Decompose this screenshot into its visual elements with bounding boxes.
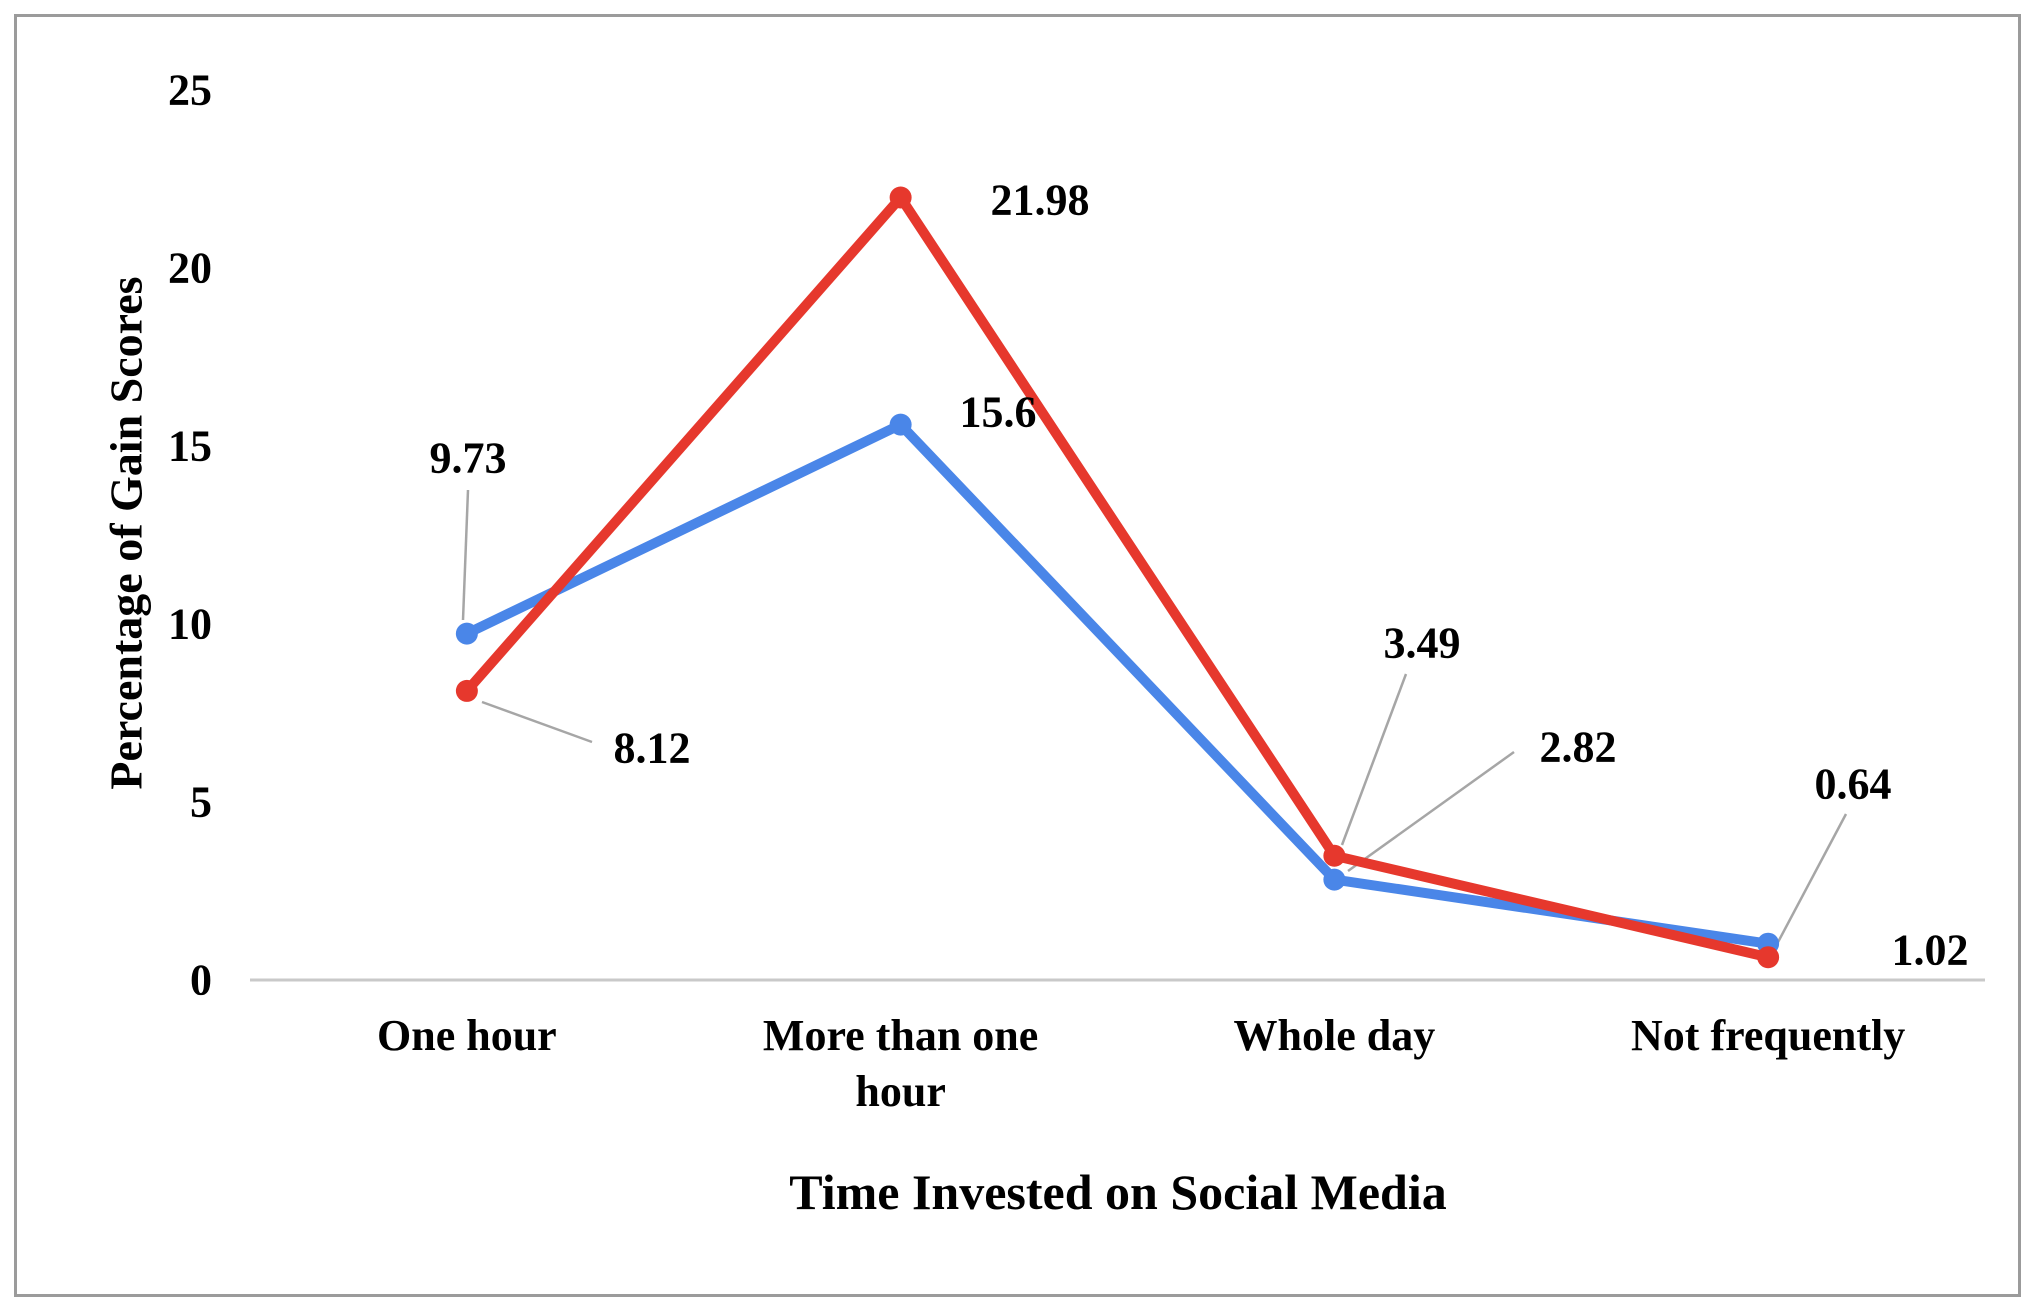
data-label: 21.98: [991, 176, 1090, 225]
data-label: 2.82: [1540, 723, 1617, 772]
data-label-leader-line: [481, 700, 593, 744]
x-axis-category-label: More than one hour: [763, 1011, 1038, 1116]
x-axis-category-label: One hour: [377, 1011, 557, 1060]
blue-series-point: [889, 413, 912, 436]
y-axis-tick-label: 25: [168, 66, 212, 115]
x-axis-category-label: Whole day: [1234, 1011, 1436, 1060]
data-label: 3.49: [1384, 619, 1461, 668]
red-series-point: [1757, 946, 1780, 969]
red-series-line: [461, 192, 1774, 963]
red-series-point: [1323, 844, 1346, 867]
y-axis-tick-label: 15: [168, 422, 212, 471]
y-axis-tick-label: 5: [190, 778, 212, 827]
x-axis-title: Time Invested on Social Media: [789, 1164, 1447, 1220]
red-series-point: [889, 186, 912, 209]
chart-frame-border: [14, 14, 2021, 1297]
y-axis-tick-label: 0: [190, 956, 212, 1005]
y-axis-title: Percentage of Gain Scores: [100, 276, 152, 790]
data-label: 8.12: [614, 724, 691, 773]
data-label-leader-line: [461, 489, 470, 621]
y-axis-tick-label: 10: [168, 600, 212, 649]
data-label: 15.6: [960, 388, 1037, 437]
y-axis-tick-label: 20: [168, 244, 212, 293]
data-label: 9.73: [430, 434, 507, 483]
red-series-point: [455, 679, 478, 702]
data-label-leader-line: [1347, 750, 1515, 873]
data-label-leader-line: [1775, 813, 1848, 945]
blue-series-point: [1323, 868, 1346, 891]
blue-series-line: [461, 419, 1774, 949]
x-axis-category-label: Not frequently: [1631, 1011, 1905, 1060]
blue-series-point: [455, 622, 478, 645]
data-label-leader-line: [1340, 673, 1408, 846]
data-label: 1.02: [1892, 926, 1969, 975]
data-label: 0.64: [1815, 760, 1892, 809]
